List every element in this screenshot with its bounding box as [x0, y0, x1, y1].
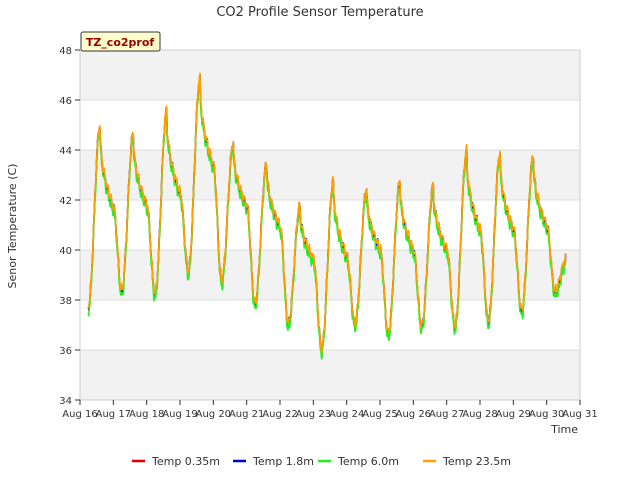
x-tick-label: Aug 16 [62, 409, 97, 420]
y-tick-label: 38 [59, 296, 72, 307]
plot-band [80, 50, 580, 100]
plot-band [80, 350, 580, 400]
x-tick-label: Aug 18 [129, 409, 164, 420]
legend-item: Temp 6.0m [318, 455, 399, 468]
x-tick-label: Aug 31 [562, 409, 597, 420]
series-line-4 [87, 72, 567, 354]
x-tick-label: Aug 25 [362, 409, 397, 420]
legend-label: Temp 6.0m [337, 455, 399, 468]
x-axis-label: Time [550, 423, 578, 436]
plot-band [80, 300, 580, 350]
x-tick-label: Aug 27 [429, 409, 464, 420]
x-tick-label: Aug 19 [162, 409, 197, 420]
legend-label: Temp 23.5m [442, 455, 511, 468]
legend-label: Temp 1.8m [252, 455, 314, 468]
x-tick-label: Aug 20 [196, 409, 231, 420]
x-tick-label: Aug 23 [296, 409, 331, 420]
x-tick-label: Aug 17 [96, 409, 131, 420]
y-tick-label: 44 [59, 146, 72, 157]
legend-item: Temp 0.35m [132, 455, 220, 468]
legend-item: Temp 23.5m [423, 455, 511, 468]
site-label: TZ_co2prof [86, 36, 155, 49]
site-label-box: TZ_co2prof [80, 31, 161, 52]
x-tick-label: Aug 29 [496, 409, 531, 420]
y-tick-label: 40 [59, 246, 72, 257]
y-tick-label: 48 [59, 46, 72, 57]
x-tick-label: Aug 24 [329, 409, 364, 420]
x-tick-label: Aug 26 [396, 409, 431, 420]
legend: Temp 0.35m Temp 1.8m Temp 6.0m Temp 23.5m [132, 455, 511, 468]
y-tick-label: 42 [59, 196, 72, 207]
series-lines [87, 72, 567, 360]
plot-band [80, 250, 580, 300]
plot-band [80, 150, 580, 200]
y-tick-label: 46 [59, 96, 72, 107]
x-tick-label: Aug 30 [529, 409, 564, 420]
legend-label: Temp 0.35m [151, 455, 220, 468]
legend-item: Temp 1.8m [233, 455, 314, 468]
y-tick-label: 36 [59, 346, 72, 357]
chart-title: CO2 Profile Sensor Temperature [216, 5, 423, 20]
x-tick-label: Aug 22 [262, 409, 297, 420]
plot-band [80, 100, 580, 150]
x-tick-label: Aug 21 [229, 409, 264, 420]
y-tick-label: 34 [59, 396, 72, 407]
plot-frame [79, 49, 581, 401]
y-axis-ticks: 34 36 38 40 42 44 46 48 [59, 46, 80, 407]
x-tick-label: Aug 28 [462, 409, 497, 420]
y-axis-label: Senor Temperature (C) [6, 164, 19, 289]
